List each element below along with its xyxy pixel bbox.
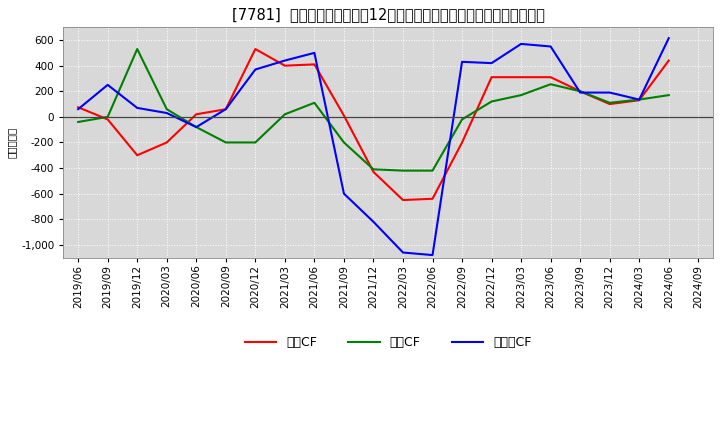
営業CF xyxy=(192,112,201,117)
投資CF xyxy=(133,46,142,51)
営業CF xyxy=(251,46,260,51)
Line: 営業CF: 営業CF xyxy=(78,49,669,200)
投資CF xyxy=(606,100,614,106)
フリーCF xyxy=(546,44,555,49)
フリーCF xyxy=(665,36,673,41)
投資CF xyxy=(222,140,230,145)
投資CF xyxy=(192,125,201,130)
フリーCF xyxy=(310,50,319,55)
フリーCF xyxy=(281,58,289,63)
Line: 投資CF: 投資CF xyxy=(78,49,669,171)
営業CF xyxy=(133,153,142,158)
投資CF xyxy=(163,106,171,112)
営業CF xyxy=(104,117,112,122)
フリーCF xyxy=(487,60,496,66)
投資CF xyxy=(369,167,378,172)
フリーCF xyxy=(104,82,112,88)
投資CF xyxy=(310,100,319,106)
投資CF xyxy=(517,92,526,98)
フリーCF xyxy=(251,67,260,72)
投資CF xyxy=(251,140,260,145)
フリーCF xyxy=(192,125,201,130)
営業CF xyxy=(74,105,83,110)
フリーCF xyxy=(222,106,230,112)
営業CF xyxy=(635,98,644,103)
営業CF xyxy=(487,74,496,80)
Legend: 営業CF, 投資CF, フリーCF: 営業CF, 投資CF, フリーCF xyxy=(240,331,536,354)
投資CF xyxy=(428,168,437,173)
フリーCF xyxy=(606,90,614,95)
投資CF xyxy=(635,97,644,102)
投資CF xyxy=(399,168,408,173)
営業CF xyxy=(517,74,526,80)
フリーCF xyxy=(635,97,644,102)
フリーCF xyxy=(74,106,83,112)
営業CF xyxy=(310,62,319,67)
営業CF xyxy=(222,106,230,112)
投資CF xyxy=(487,99,496,104)
営業CF xyxy=(369,169,378,175)
投資CF xyxy=(458,117,467,122)
フリーCF xyxy=(369,219,378,224)
Title: [7781]  キャッシュフローの12か月移動合計の対前年同期増減額の推移: [7781] キャッシュフローの12か月移動合計の対前年同期増減額の推移 xyxy=(232,7,544,22)
フリーCF xyxy=(517,41,526,47)
Y-axis label: （百万円）: （百万円） xyxy=(7,127,17,158)
営業CF xyxy=(576,88,585,94)
投資CF xyxy=(665,92,673,98)
Line: フリーCF: フリーCF xyxy=(78,38,669,255)
フリーCF xyxy=(340,191,348,196)
営業CF xyxy=(458,140,467,145)
フリーCF xyxy=(399,250,408,255)
投資CF xyxy=(74,119,83,125)
営業CF xyxy=(665,58,673,63)
フリーCF xyxy=(458,59,467,65)
営業CF xyxy=(163,140,171,145)
営業CF xyxy=(281,63,289,68)
投資CF xyxy=(340,140,348,145)
フリーCF xyxy=(133,105,142,110)
投資CF xyxy=(546,81,555,87)
投資CF xyxy=(281,112,289,117)
営業CF xyxy=(428,196,437,202)
投資CF xyxy=(104,114,112,120)
営業CF xyxy=(606,102,614,107)
フリーCF xyxy=(576,90,585,95)
フリーCF xyxy=(163,110,171,116)
投資CF xyxy=(576,88,585,94)
営業CF xyxy=(399,198,408,203)
フリーCF xyxy=(428,253,437,258)
営業CF xyxy=(546,74,555,80)
営業CF xyxy=(340,113,348,118)
